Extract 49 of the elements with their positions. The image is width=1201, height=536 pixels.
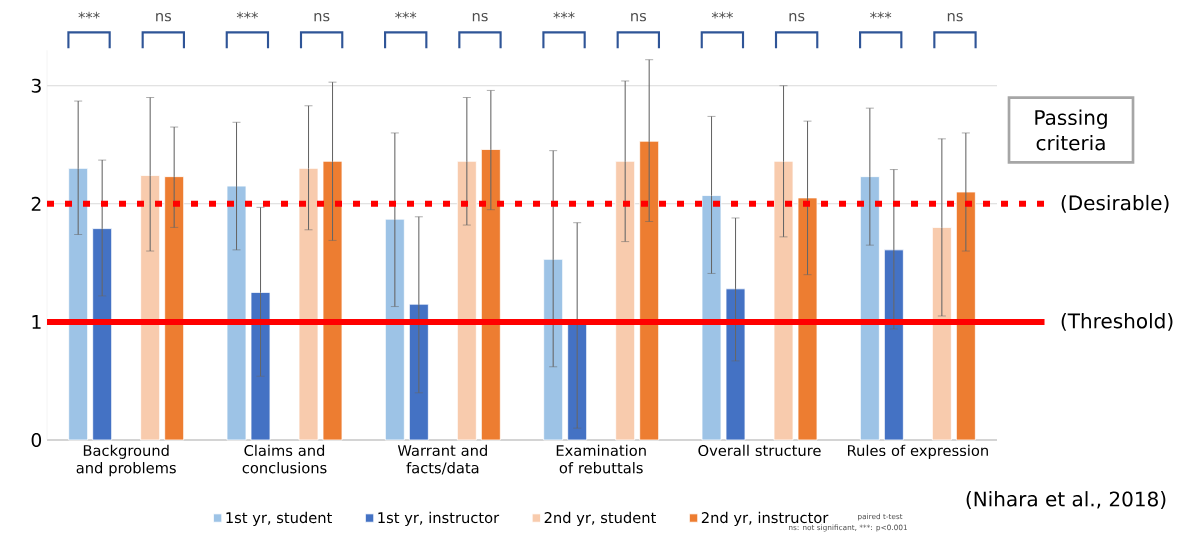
text: ns	[631, 12, 647, 22]
text: ***	[395, 11, 417, 19]
y-tick-label: 3	[31, 78, 41, 93]
text: ns	[472, 12, 488, 22]
x-tick-label: Background and problems	[76, 444, 176, 477]
text: ***	[553, 11, 575, 19]
bar	[797, 197, 818, 441]
x-tick-label: Examination of rebuttals	[556, 444, 646, 474]
ref-line-label: (Threshold)	[1061, 313, 1173, 331]
text: ***	[870, 11, 892, 19]
text: Passing criteria	[1035, 109, 1107, 151]
bar	[456, 160, 477, 441]
bar	[298, 167, 319, 441]
y-tick-label: 2	[31, 196, 41, 211]
bar	[480, 149, 501, 441]
bar	[615, 160, 636, 441]
bar	[955, 191, 976, 441]
text: (Nihara et al., 2018)	[966, 491, 1166, 509]
bar	[859, 176, 880, 441]
y-tick-label: 0	[31, 432, 42, 448]
bar	[725, 288, 746, 441]
text: ns	[156, 12, 172, 22]
text: ***	[711, 11, 733, 19]
bar	[140, 175, 161, 441]
x-tick-label: Claims and conclusions	[242, 444, 327, 474]
x-tick-label: Warrant and facts/data	[397, 444, 487, 475]
bar	[639, 140, 660, 441]
bar	[322, 160, 343, 441]
bar	[883, 249, 904, 441]
legend-label: 2nd yr, student	[544, 511, 656, 527]
text: ***	[78, 11, 100, 19]
bar	[384, 218, 405, 441]
text: ns	[789, 12, 805, 22]
text: ***	[236, 11, 258, 19]
bar	[931, 227, 952, 441]
x-tick-label: Rules of expression	[847, 444, 988, 459]
legend-label: 1st yr, instructor	[378, 511, 500, 527]
text: ns	[314, 12, 330, 22]
bar	[773, 160, 794, 441]
bar	[68, 167, 89, 441]
bar	[226, 185, 247, 441]
legend-label: 1st yr, student	[226, 511, 332, 527]
y-tick-label: 1	[32, 315, 41, 329]
bar	[92, 228, 113, 441]
bar	[164, 176, 185, 441]
ref-line-label: (Desirable)	[1061, 194, 1169, 213]
x-tick-label: Overall structure	[698, 444, 821, 457]
text: ns	[947, 12, 963, 22]
bar	[701, 195, 722, 441]
